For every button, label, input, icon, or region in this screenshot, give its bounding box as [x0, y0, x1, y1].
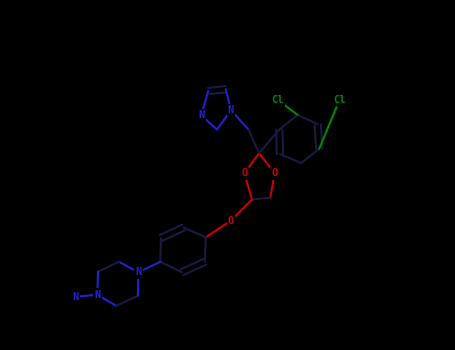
Text: N: N — [228, 105, 234, 115]
Text: O: O — [272, 168, 278, 178]
Text: Cl: Cl — [271, 95, 284, 105]
Text: O: O — [228, 216, 234, 225]
Text: Cl: Cl — [333, 95, 346, 105]
Text: N: N — [94, 290, 101, 300]
Text: N: N — [135, 267, 142, 277]
Text: N: N — [198, 111, 204, 120]
Text: O: O — [241, 168, 248, 178]
Text: N: N — [72, 292, 78, 302]
